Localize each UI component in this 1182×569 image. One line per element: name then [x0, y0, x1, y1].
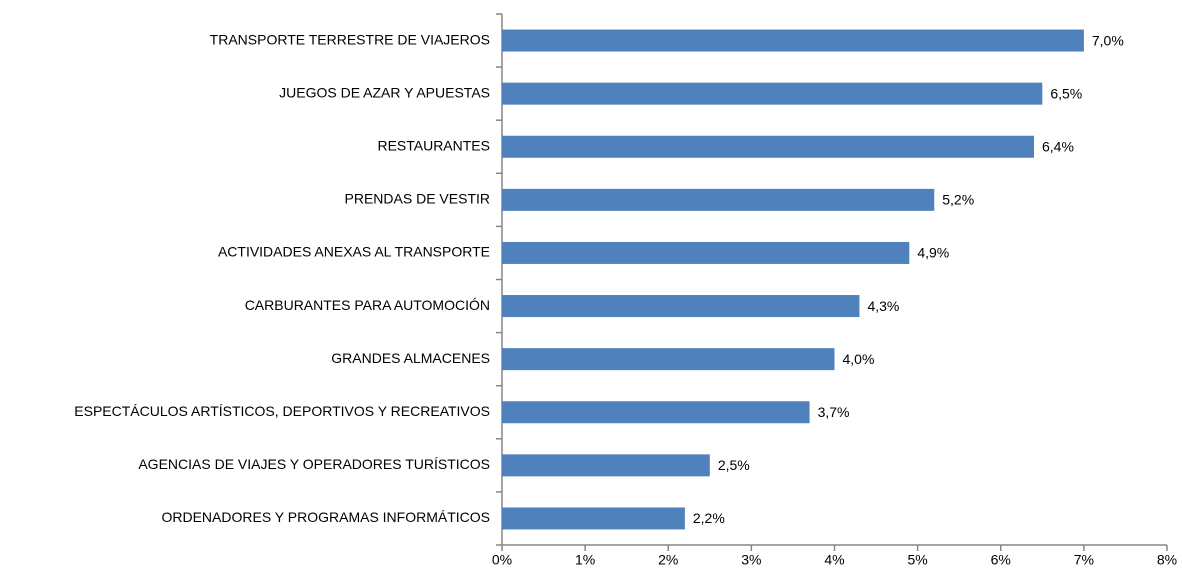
bar	[502, 29, 1084, 52]
bar	[502, 401, 810, 424]
data-label: 6,5%	[1050, 85, 1082, 101]
y-tick-label: RESTAURANTES	[377, 137, 490, 153]
y-tick-label: PRENDAS DE VESTIR	[345, 191, 490, 207]
y-tick-label: ACTIVIDADES ANEXAS AL TRANSPORTE	[218, 244, 490, 260]
x-tick-label: 2%	[658, 552, 678, 568]
data-label: 6,4%	[1042, 138, 1074, 154]
data-label: 4,3%	[867, 298, 899, 314]
y-tick-label: JUEGOS DE AZAR Y APUESTAS	[279, 84, 490, 100]
bar	[502, 135, 1034, 158]
data-label: 5,2%	[942, 192, 974, 208]
y-tick-label: CARBURANTES PARA AUTOMOCIÓN	[245, 297, 490, 313]
bar	[502, 241, 910, 264]
data-label: 7,0%	[1092, 32, 1124, 48]
x-tick-label: 8%	[1157, 552, 1177, 568]
x-tick-label: 1%	[575, 552, 595, 568]
data-label: 2,5%	[718, 457, 750, 473]
bar	[502, 454, 710, 477]
x-tick-label: 0%	[492, 552, 512, 568]
bar	[502, 82, 1043, 105]
x-tick-label: 3%	[741, 552, 761, 568]
data-label: 4,9%	[917, 245, 949, 261]
x-tick-label: 7%	[1074, 552, 1094, 568]
y-tick-label: ESPECTÁCULOS ARTÍSTICOS, DEPORTIVOS Y RE…	[74, 403, 490, 419]
data-label: 2,2%	[693, 510, 725, 526]
bar	[502, 507, 685, 530]
y-tick-label: GRANDES ALMACENES	[331, 350, 490, 366]
data-label: 4,0%	[843, 351, 875, 367]
bar	[502, 348, 835, 371]
data-label: 3,7%	[818, 404, 850, 420]
bar	[502, 188, 935, 211]
y-tick-label: AGENCIAS DE VIAJES Y OPERADORES TURÍSTIC…	[138, 456, 490, 472]
x-tick-label: 5%	[908, 552, 928, 568]
x-tick-label: 4%	[824, 552, 844, 568]
y-tick-label: TRANSPORTE TERRESTRE DE VIAJEROS	[210, 31, 490, 47]
bar	[502, 295, 860, 318]
y-tick-label: ORDENADORES Y PROGRAMAS INFORMÁTICOS	[161, 509, 490, 525]
x-tick-label: 6%	[991, 552, 1011, 568]
